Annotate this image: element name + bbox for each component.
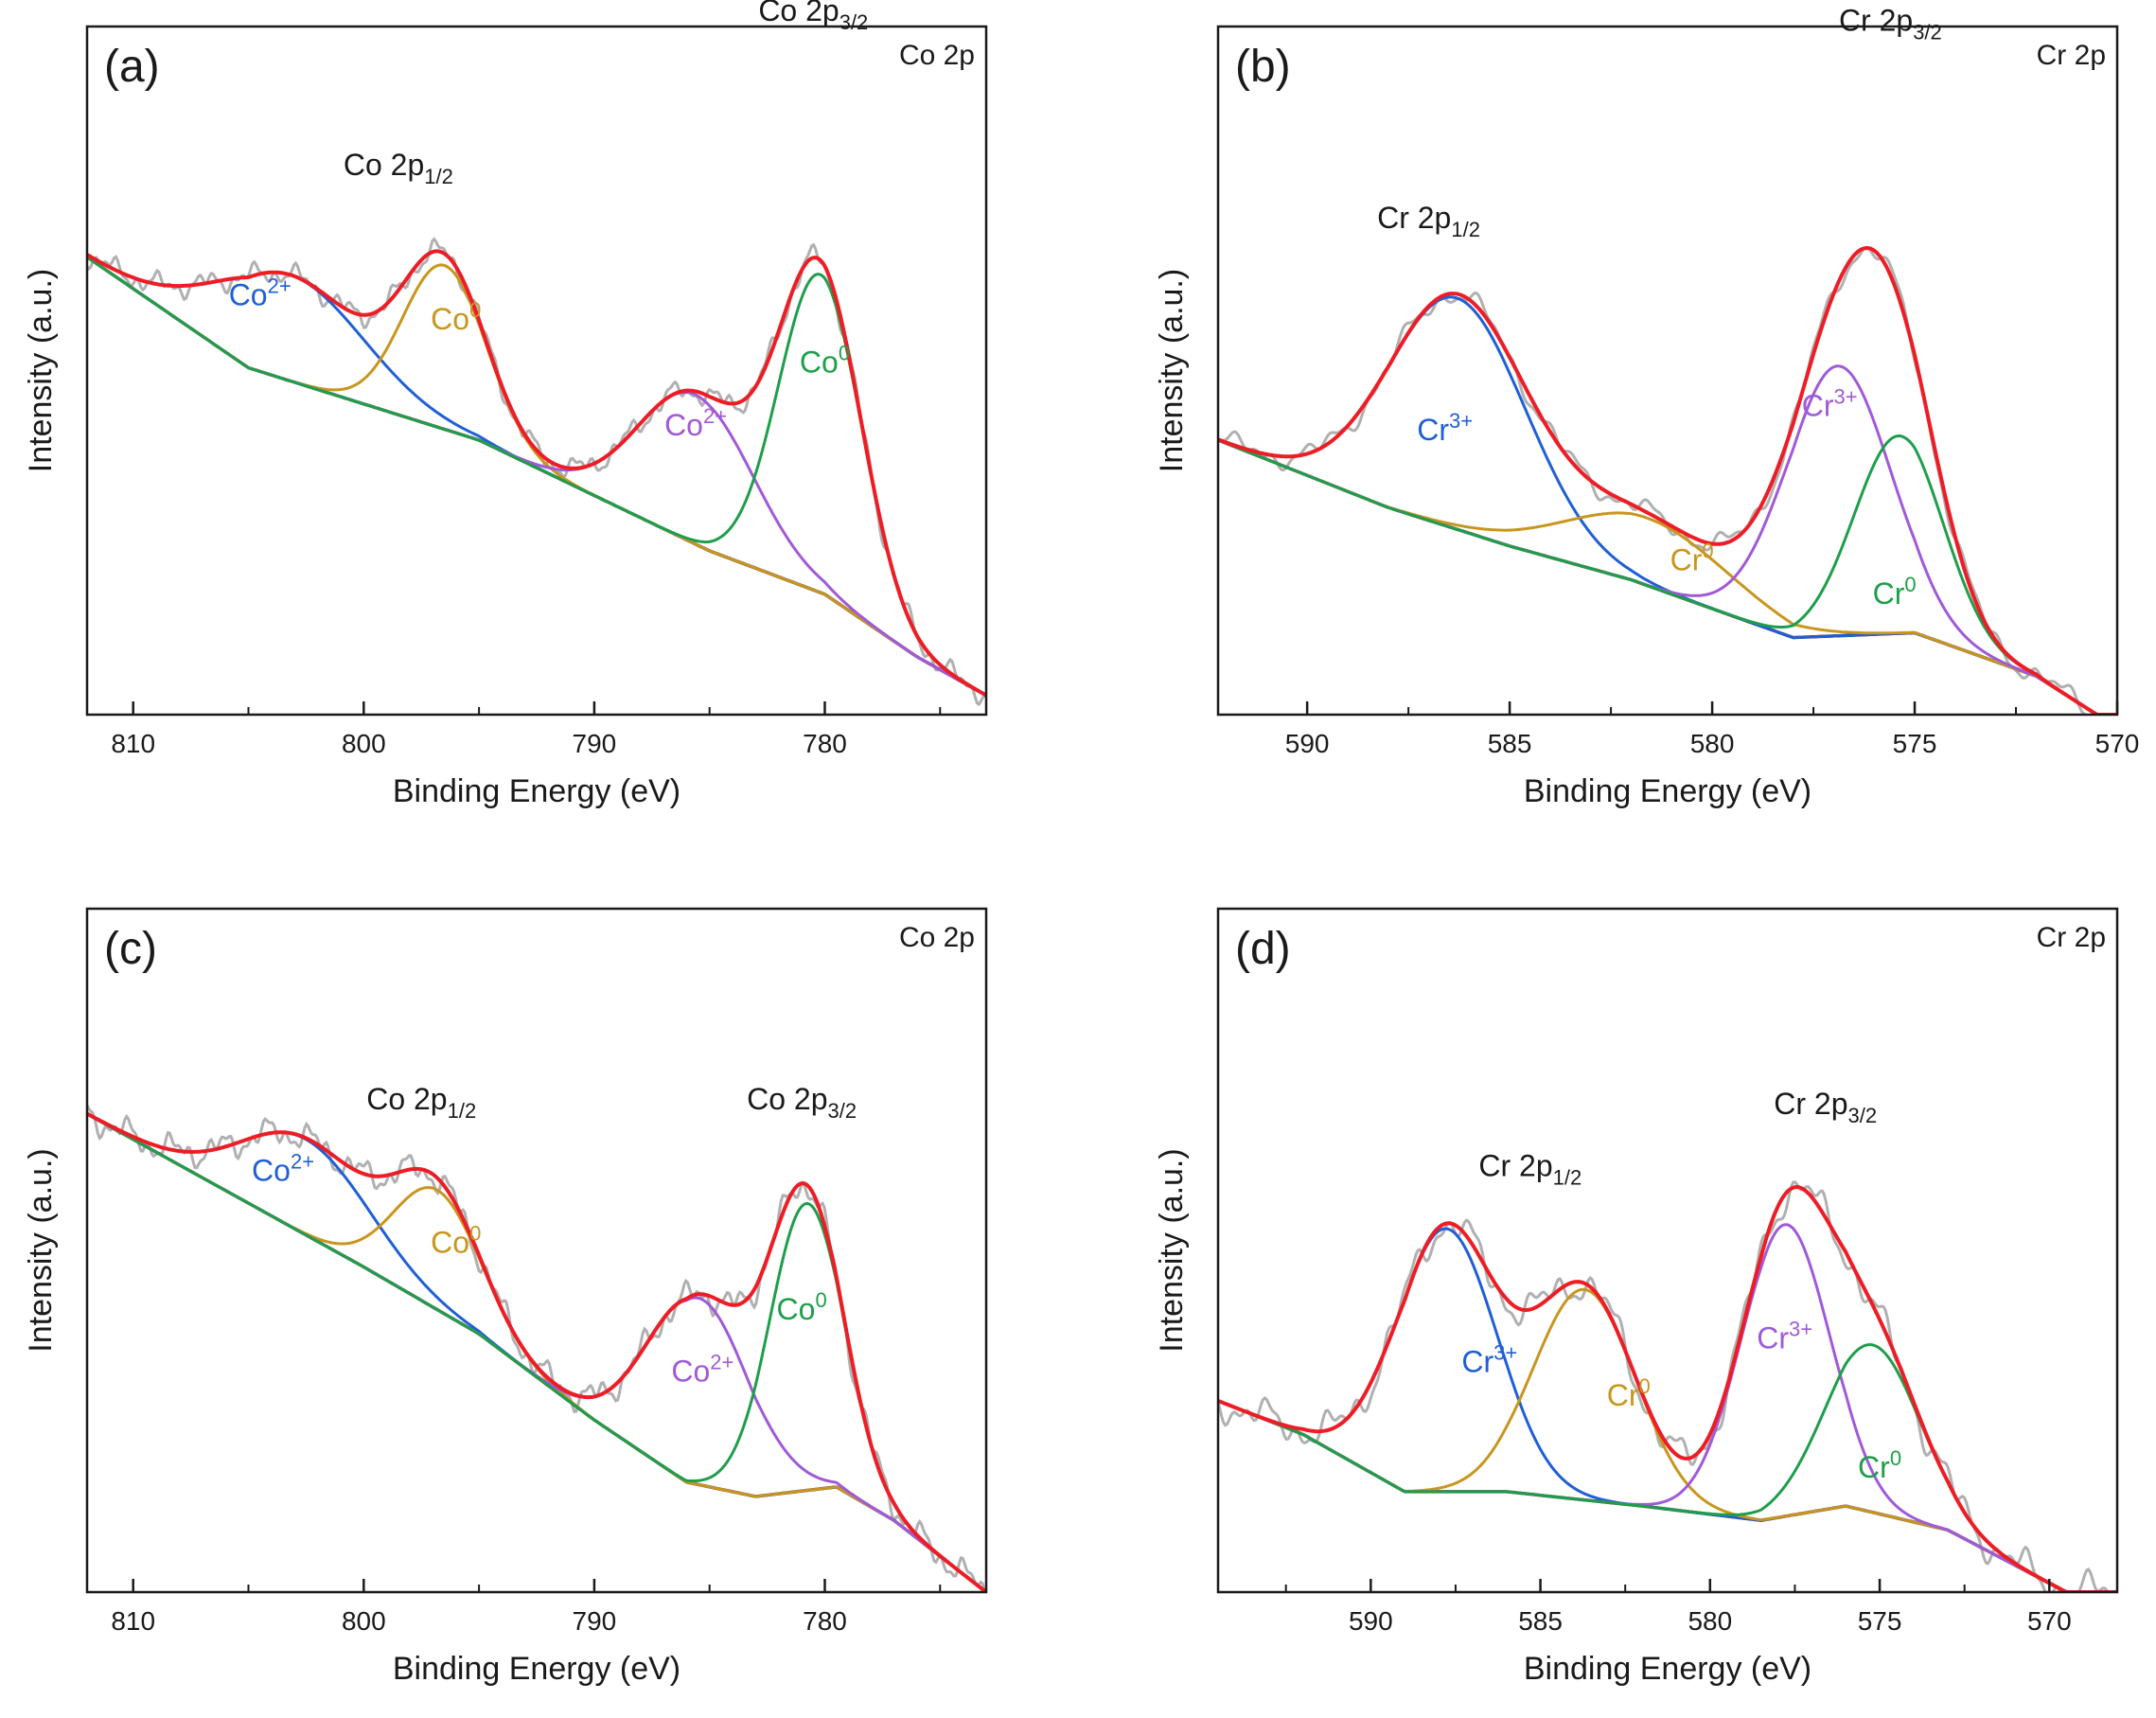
panel-c: 810 800 790 780 Binding Energy (eV) Intensity… [23,907,988,1687]
plot-frame [1216,907,2119,1594]
component-line-green [87,256,986,697]
x-tick-label: 800 [342,729,386,758]
x-tick-label: 780 [803,1606,847,1636]
x-axis-title: Binding Energy (eV) [1524,1651,1811,1687]
peak-annotation: Co 2p3/2 [758,0,868,34]
x-tick-label: 810 [111,1606,155,1636]
peak-annotation: Cr0 [1607,1374,1651,1412]
x-tick-label: 570 [2027,1606,2072,1636]
component-line-blue [87,253,986,697]
panel-label: (d) [1235,924,1291,974]
peak-annotation: Cr0 [1670,539,1714,576]
peak-annotation: Co2+ [229,274,292,311]
panel-label: (a) [104,42,160,92]
plot-frame [85,907,988,1594]
y-axis-title: Intensity (a.u.) [23,1148,59,1352]
plot-area [1218,245,2117,715]
peak-annotation: Cr0 [1858,1446,1901,1484]
component-line-purple [87,256,986,697]
component-line-orange [1218,438,2117,715]
x-tick-label: 585 [1518,1606,1563,1636]
plot-area [1218,1180,2117,1592]
panel-a: 810 800 790 780 Binding Energy (eV) Intensity… [23,0,988,809]
panel-label: (c) [104,924,157,974]
corner-label: Co 2p [899,40,975,71]
component-line-orange [87,256,986,697]
corner-label: Cr 2p [2037,922,2106,953]
x-tick-label: 790 [573,1606,617,1636]
x-tick-label: 580 [1688,1606,1732,1636]
x-tick-label: 790 [573,729,617,758]
peak-annotation: Cr0 [1873,573,1917,611]
x-tick-label: 590 [1349,1606,1393,1636]
peak-annotation: Cr3+ [1802,384,1858,422]
peak-annotation: Co2+ [671,1351,733,1389]
x-tick-label: 570 [2095,729,2140,758]
x-tick-label: 585 [1488,729,1532,758]
raw-spectrum-line [87,237,986,707]
panel-d: 590 585 580 575 570 Binding Energy (eV) Intens… [1154,907,2119,1687]
peak-annotation: Cr 2p1/2 [1478,1148,1582,1189]
raw-spectrum-line [1218,1180,2117,1592]
peak-annotation: Co 2p1/2 [366,1082,476,1123]
peak-annotation: Co2+ [252,1150,314,1188]
x-tick-label: 580 [1690,729,1735,758]
component-line-green [1218,434,2117,715]
peak-annotation: Cr 2p3/2 [1774,1087,1877,1127]
plot-frame [1216,25,2119,717]
corner-label: Cr 2p [2037,40,2106,71]
panel-b: 590 585 580 575 570 Binding Energy (eV) Intens… [1154,3,2139,809]
background-line [1218,438,2117,715]
y-axis-title: Intensity (a.u.) [23,269,59,472]
x-axis-title: Binding Energy (eV) [393,1651,680,1687]
x-axis-title: Binding Energy (eV) [393,773,680,809]
peak-annotation: Co0 [431,298,481,336]
peak-annotation: Cr3+ [1461,1341,1517,1379]
peak-annotation: Co0 [800,342,850,380]
x-tick-label: 575 [1893,729,1937,758]
plot-area [87,237,986,707]
background-line [87,256,986,698]
envelope-line [87,249,986,698]
x-tick-label: 810 [111,729,155,758]
peak-annotation: Cr3+ [1757,1317,1812,1355]
envelope-line [87,1111,986,1592]
peak-annotation: Co2+ [664,404,727,442]
peak-annotation: Cr 2p1/2 [1377,201,1480,241]
y-axis-title: Intensity (a.u.) [1154,269,1190,472]
plot-frame [85,25,988,717]
x-tick-label: 575 [1858,1606,1902,1636]
y-axis-title: Intensity (a.u.) [1154,1148,1190,1352]
envelope-line [1218,1184,2117,1592]
corner-label: Co 2p [899,922,975,953]
plot-area [87,1104,986,1592]
peak-annotation: Co 2p3/2 [747,1082,857,1123]
peak-annotation: Co0 [777,1288,827,1326]
peak-annotation: Cr 2p3/2 [1839,3,1942,44]
envelope-line [1218,245,2117,715]
peak-annotation: Co0 [431,1221,481,1259]
x-tick-label: 800 [342,1606,386,1636]
background-line [1218,1399,2117,1592]
x-axis-title: Binding Energy (eV) [1524,773,1811,809]
peak-annotation: Cr3+ [1417,409,1473,447]
x-tick-label: 780 [803,729,847,758]
x-tick-label: 590 [1285,729,1330,758]
panel-label: (b) [1235,42,1291,92]
peak-annotation: Co 2p1/2 [344,148,453,188]
